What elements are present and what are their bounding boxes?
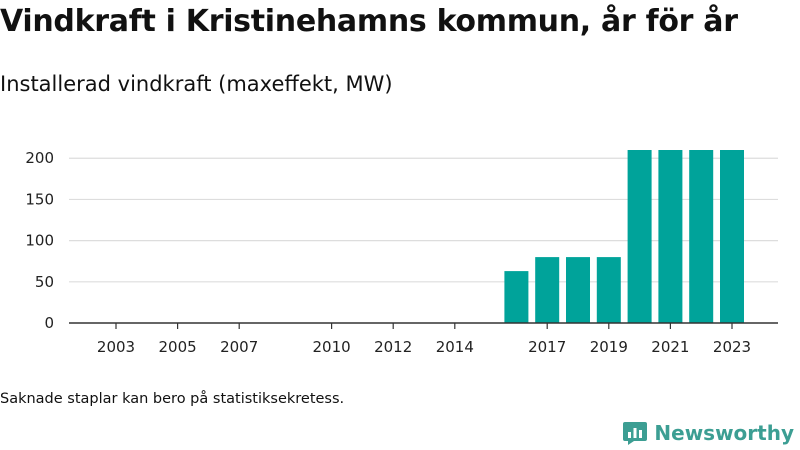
y-tick-label: 200	[25, 149, 54, 167]
x-tick-label: 2019	[590, 338, 628, 356]
footnote: Saknade staplar kan bero på statistiksek…	[0, 391, 345, 407]
y-tick-label: 100	[25, 232, 54, 250]
x-tick-label: 2003	[97, 338, 135, 356]
bar	[566, 257, 590, 323]
y-tick-label: 150	[25, 190, 54, 208]
x-tick-label: 2012	[374, 338, 412, 356]
chart-subtitle: Installerad vindkraft (maxeffekt, MW)	[0, 72, 393, 96]
x-tick-label: 2005	[159, 338, 197, 356]
x-tick-label: 2014	[436, 338, 474, 356]
bar	[658, 150, 683, 323]
x-tick-label: 2017	[528, 338, 566, 356]
bar	[504, 271, 529, 323]
y-tick-label: 0	[44, 314, 54, 332]
y-tick-label: 50	[35, 273, 54, 291]
brand-name: Newsworthy	[654, 421, 794, 445]
x-tick-label: 2023	[713, 338, 751, 356]
bar	[596, 257, 621, 323]
x-tick-label: 2010	[313, 338, 351, 356]
newsworthy-logo-icon	[623, 422, 648, 445]
x-tick-label: 2007	[220, 338, 258, 356]
bar	[627, 150, 652, 323]
bar	[720, 150, 744, 323]
bar	[535, 257, 560, 323]
bar	[689, 150, 714, 323]
brand-logo[interactable]: Newsworthy	[622, 420, 794, 446]
x-tick-label: 2021	[651, 338, 689, 356]
chart-title: Vindkraft i Kristinehamns kommun, år för…	[0, 4, 738, 39]
bar-chart: 0 50 100 150 200 2003 2005 2007 2010 2012 2014 2017…	[25, 149, 778, 356]
